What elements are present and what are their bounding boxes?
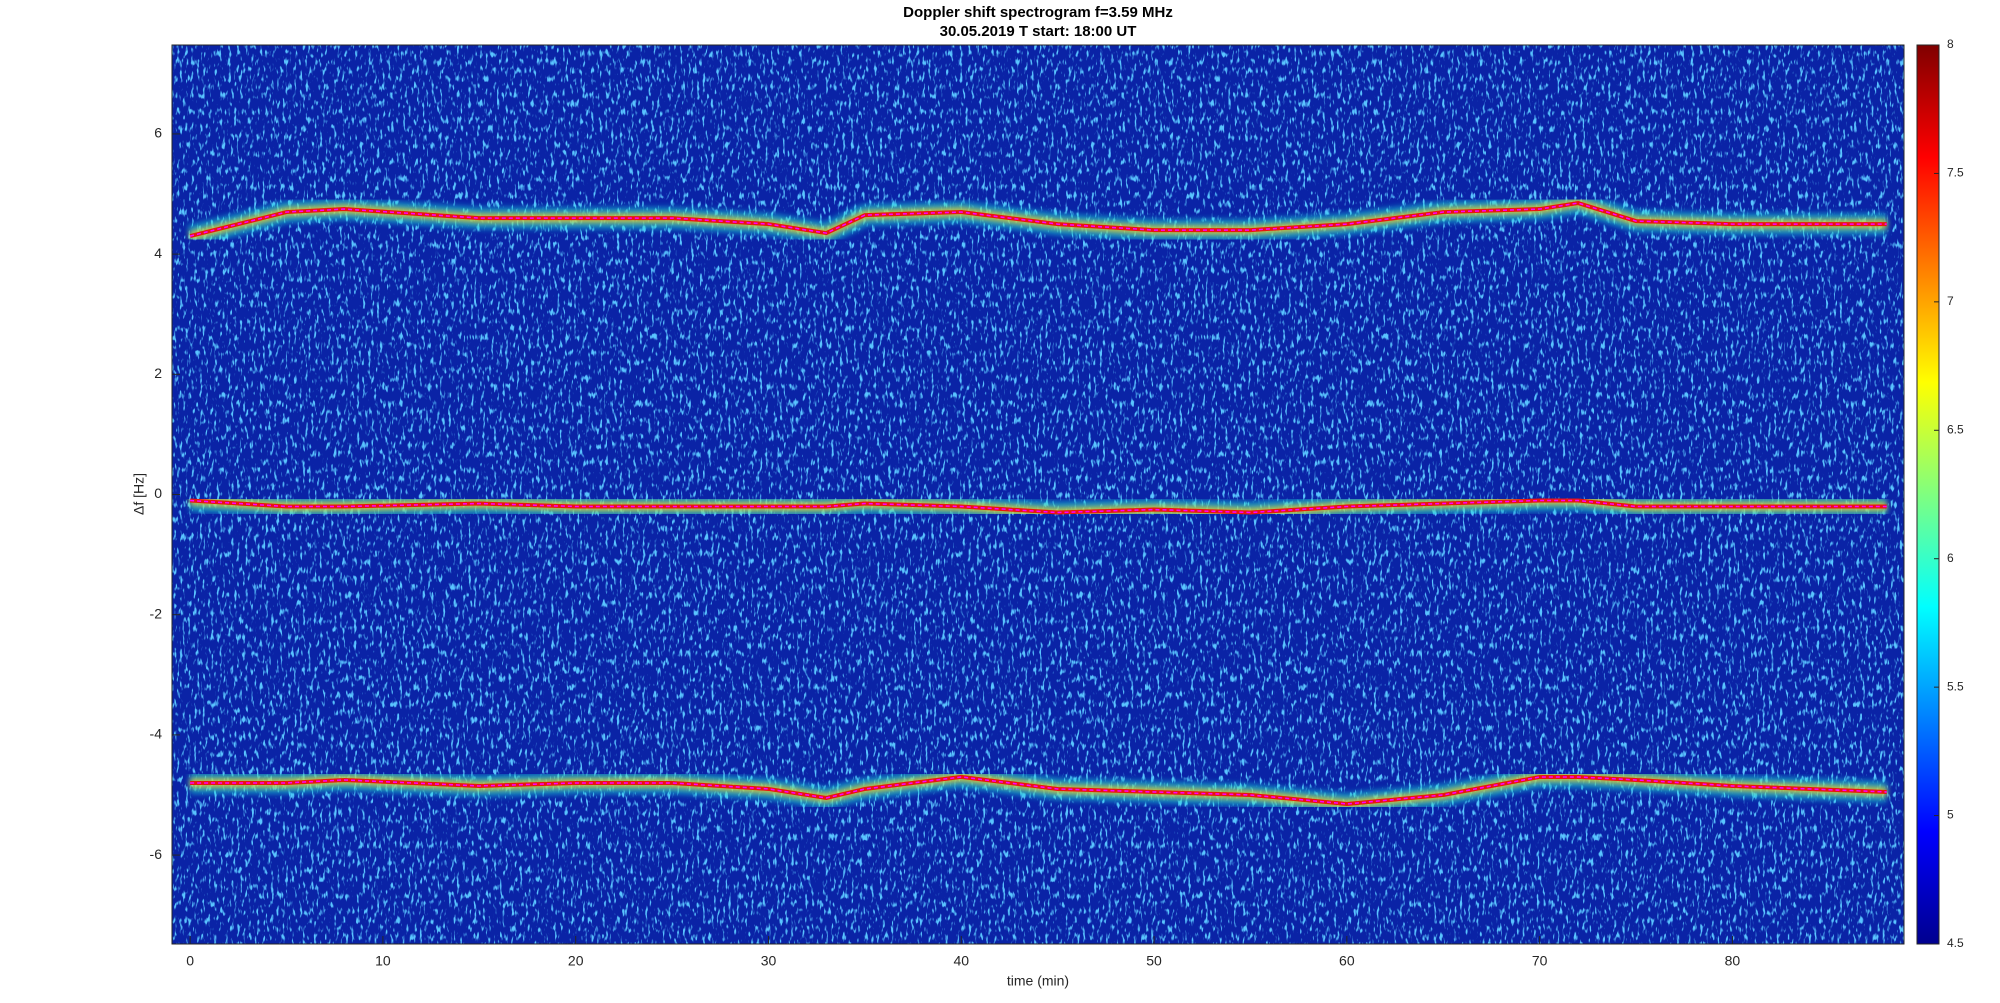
x-tick-label: 30 <box>761 953 777 969</box>
x-tick-label: 60 <box>1339 953 1355 969</box>
y-tick-label: -6 <box>150 846 163 862</box>
trace-line <box>190 776 1887 805</box>
signal-bands <box>187 192 1888 815</box>
colorbar-tick-label: 6.5 <box>1947 422 1964 436</box>
colorbar-tick-label: 5 <box>1947 808 1954 822</box>
colorbar-tick-label: 8 <box>1947 37 1954 51</box>
x-tick-label: 0 <box>186 953 194 969</box>
colorbar-tick-label: 7.5 <box>1947 166 1964 180</box>
x-tick-label: 80 <box>1725 953 1741 969</box>
y-tick-label: 2 <box>154 365 162 381</box>
y-tick-label: -4 <box>150 726 163 742</box>
y-tick-label: -2 <box>150 605 163 621</box>
y-tick-label: 4 <box>154 245 162 261</box>
chart-subtitle: 30.05.2019 T start: 18:00 UT <box>940 23 1137 40</box>
x-tick-label: 20 <box>568 953 584 969</box>
trace-line <box>190 499 1887 514</box>
chart-title: Doppler shift spectrogram f=3.59 MHz <box>903 4 1173 21</box>
y-tick-label: 0 <box>154 485 162 501</box>
y-tick-label: 6 <box>154 125 162 141</box>
y-axis-label: Δf [Hz] <box>131 473 147 515</box>
colorbar-tick-label: 6 <box>1947 551 1954 565</box>
x-axis-label: time (min) <box>1007 973 1069 989</box>
trace-line <box>189 202 1887 237</box>
colorbar-tick-label: 4.5 <box>1947 936 1964 950</box>
colorbar-tick-label: 7 <box>1947 294 1954 308</box>
x-tick-label: 50 <box>1146 953 1162 969</box>
colorbar <box>1916 44 1940 945</box>
x-tick-label: 70 <box>1532 953 1548 969</box>
x-tick-label: 10 <box>375 953 391 969</box>
x-tick-label: 40 <box>953 953 969 969</box>
colorbar-tick-label: 5.5 <box>1947 679 1964 693</box>
